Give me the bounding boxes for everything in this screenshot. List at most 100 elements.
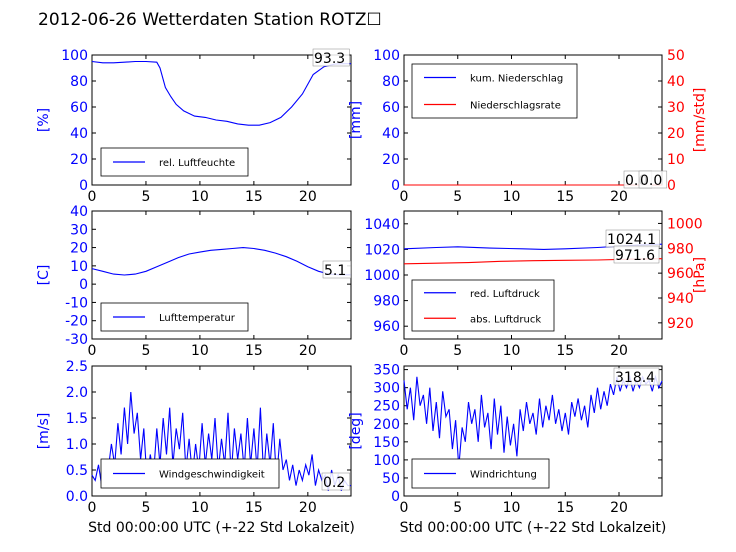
pressure-x-tick-label: 10: [503, 343, 521, 359]
wind-speed-y-tick-label: 0.5: [66, 463, 88, 479]
wind-direction-series-line-0: [403, 374, 663, 468]
pressure-y-tick-label: 960: [373, 319, 400, 335]
wind-speed-y-tick-label: 2.0: [66, 385, 88, 401]
wind-direction-x-tick-label: 0: [400, 500, 409, 516]
humidity-series-line-0: [91, 60, 351, 126]
wind-direction-x-tick-label: 20: [610, 500, 628, 516]
wind-speed-annotation-value: 0.2: [323, 475, 345, 491]
pressure-y-tick-label: 980: [373, 294, 400, 310]
wind-speed-legend-label: Windgeschwindigkeit: [159, 470, 265, 481]
precipitation-x-tick-label: 15: [556, 189, 574, 205]
wind-direction-x-tick-label: 5: [453, 500, 462, 516]
wind-speed-x-tick-label: 20: [299, 500, 317, 516]
precipitation-y2-axis-label: [mm/std]: [692, 88, 708, 153]
wind-direction-x-axis-label: Std 00:00:00 UTC (+-22 Std Lokalzeit): [400, 520, 667, 536]
temperature-y-tick-label: -30: [65, 332, 88, 348]
wind-direction-legend-box: [411, 458, 550, 489]
humidity-legend-label: rel. Luftfeuchte: [159, 158, 235, 169]
wind-direction-y-tick-label: 50: [382, 471, 400, 487]
precipitation-y2-tick-label: 50: [667, 48, 685, 64]
pressure-x-tick-label: 0: [400, 343, 409, 359]
pressure-y-tick-label: 1000: [364, 268, 400, 284]
precipitation-y-tick-label: 0: [391, 178, 400, 194]
pressure-x-tick-label: 5: [453, 343, 462, 359]
wind-direction-annotation-value: 318.4: [615, 370, 655, 386]
precipitation-y2-tick-label: 0: [667, 178, 676, 194]
pressure-legend-box: [411, 279, 555, 332]
temperature-x-tick-label: 15: [245, 343, 263, 359]
wind-direction-x-tick-label: 10: [503, 500, 521, 516]
wind-direction-y-tick-label: 200: [373, 417, 400, 433]
pressure-legend-label: abs. Luftdruck: [470, 314, 541, 325]
precipitation-legend-label: kum. Niederschlag: [470, 74, 563, 85]
wind-speed-y-axis-label: [m/s]: [36, 413, 52, 450]
wind-speed-x-axis-label: Std 00:00:00 UTC (+-22 Std Lokalzeit): [88, 520, 355, 536]
precipitation-x-tick-label: 5: [453, 189, 462, 205]
precipitation-x-tick-label: 10: [503, 189, 521, 205]
humidity-y-tick-label: 0: [79, 178, 88, 194]
wind-speed-y-tick-label: 0.0: [66, 489, 88, 505]
wind-speed-x-tick-label: 0: [88, 500, 97, 516]
humidity-x-tick-label: 15: [245, 189, 263, 205]
precipitation-y-tick-label: 40: [382, 126, 400, 142]
wind-direction-y-axis-label: [deg]: [348, 412, 364, 449]
precipitation-y2-tick-label: 30: [667, 100, 685, 116]
precipitation-y-tick-label: 20: [382, 152, 400, 168]
temperature-y-tick-label: 40: [70, 204, 88, 220]
humidity-y-tick-label: 100: [61, 48, 88, 64]
humidity-y-axis-label: [%]: [36, 108, 52, 132]
wind-speed-x-tick-label: 10: [191, 500, 209, 516]
precipitation-annotation-value: 0.0: [640, 173, 662, 189]
wind-direction-legend-label: Windrichtung: [470, 470, 537, 481]
humidity-x-tick-label: 10: [191, 189, 209, 205]
humidity-x-tick-label: 0: [88, 189, 97, 205]
pressure-x-tick-label: 15: [556, 343, 574, 359]
pressure-legend-label: red. Luftdruck: [470, 289, 540, 300]
precipitation-y2-tick-label: 20: [667, 126, 685, 142]
temperature-series-line-0: [91, 247, 351, 276]
humidity-y-tick-label: 60: [70, 100, 88, 116]
figure-title: 2012-06-26 Wetterdaten Station ROTZ☐: [38, 10, 382, 30]
wind-speed-series-line-0: [91, 391, 351, 491]
precipitation-annotation-box: [638, 170, 668, 189]
pressure-y2-tick-label: 960: [667, 266, 694, 282]
temperature-y-axis-label: [C]: [36, 265, 52, 286]
temperature-y-tick-label: -20: [65, 314, 88, 330]
temperature-x-tick-label: 0: [88, 343, 97, 359]
pressure-y2-tick-label: 920: [667, 316, 694, 332]
humidity-y-tick-label: 80: [70, 74, 88, 90]
pressure-annotation-value: 971.6: [615, 248, 655, 264]
temperature-y-tick-label: 10: [70, 259, 88, 275]
wind-speed-x-tick-label: 15: [245, 500, 263, 516]
precipitation-legend-label: Niederschlagsrate: [470, 101, 561, 112]
pressure-y2-axis-label: [hPa]: [692, 257, 708, 293]
temperature-y-tick-label: 0: [79, 277, 88, 293]
humidity-x-tick-label: 5: [141, 189, 150, 205]
humidity-x-tick-label: 20: [299, 189, 317, 205]
pressure-y-tick-label: 1020: [364, 242, 400, 258]
wind-direction-y-tick-label: 300: [373, 381, 400, 397]
temperature-x-tick-label: 10: [191, 343, 209, 359]
wind-direction-y-tick-label: 0: [391, 489, 400, 505]
precipitation-y2-tick-label: 10: [667, 152, 685, 168]
pressure-annotation-value: 1024.1: [607, 232, 656, 248]
humidity-y-tick-label: 40: [70, 126, 88, 142]
pressure-y2-tick-label: 1000: [667, 216, 703, 232]
precipitation-x-tick-label: 20: [610, 189, 628, 205]
wind-speed-y-tick-label: 1.5: [66, 411, 88, 427]
precipitation-y-tick-label: 80: [382, 74, 400, 90]
precipitation-y2-tick-label: 40: [667, 74, 685, 90]
wind-direction-y-tick-label: 150: [373, 435, 400, 451]
pressure-annotation-box: [613, 245, 660, 264]
temperature-y-tick-label: 20: [70, 241, 88, 257]
wind-direction-y-tick-label: 350: [373, 363, 400, 379]
wind-direction-x-tick-label: 15: [556, 500, 574, 516]
humidity-annotation-value: 93.3: [314, 51, 345, 67]
pressure-y-tick-label: 1040: [364, 217, 400, 233]
pressure-x-tick-label: 20: [610, 343, 628, 359]
wind-speed-annotation-box: [321, 472, 351, 491]
wind-speed-y-tick-label: 2.5: [66, 359, 88, 375]
pressure-y2-tick-label: 980: [667, 241, 694, 257]
temperature-x-tick-label: 5: [141, 343, 150, 359]
